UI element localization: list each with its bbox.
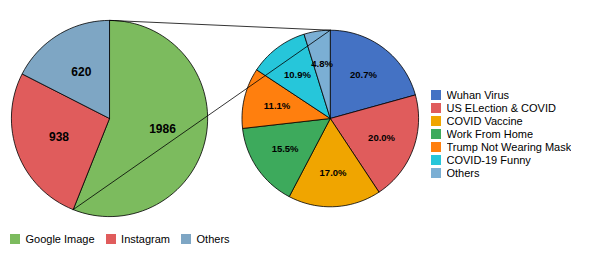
html-text:Trump Not Wearing Mask: Trump Not Wearing Mask [446, 140, 572, 153]
svg-text:4.8%: 4.8% [311, 58, 333, 69]
svg-text:20.7%: 20.7% [350, 69, 377, 80]
html-text:Others: Others [196, 233, 230, 246]
html-text:US ELection & COVID: US ELection & COVID [446, 101, 556, 114]
svg-text:17.0%: 17.0% [320, 167, 347, 178]
html-text:COVID-19 Funny: COVID-19 Funny [446, 153, 531, 166]
svg-text:1986: 1986 [149, 121, 176, 135]
svg-text:15.5%: 15.5% [272, 143, 299, 154]
svg-text:620: 620 [71, 65, 91, 79]
html-text:Wuhan Virus: Wuhan Virus [446, 88, 510, 101]
html-text:Work From Home: Work From Home [446, 127, 534, 140]
svg-text:10.9%: 10.9% [284, 69, 311, 80]
svg-text:11.1%: 11.1% [264, 100, 291, 111]
html-text:COVID Vaccine: COVID Vaccine [446, 114, 523, 127]
svg-text:938: 938 [49, 130, 69, 144]
html-text:Instagram: Instagram [121, 233, 170, 246]
html-text:Google Image: Google Image [25, 233, 95, 246]
html-text:Others: Others [446, 166, 480, 179]
svg-text:20.0%: 20.0% [368, 131, 395, 142]
